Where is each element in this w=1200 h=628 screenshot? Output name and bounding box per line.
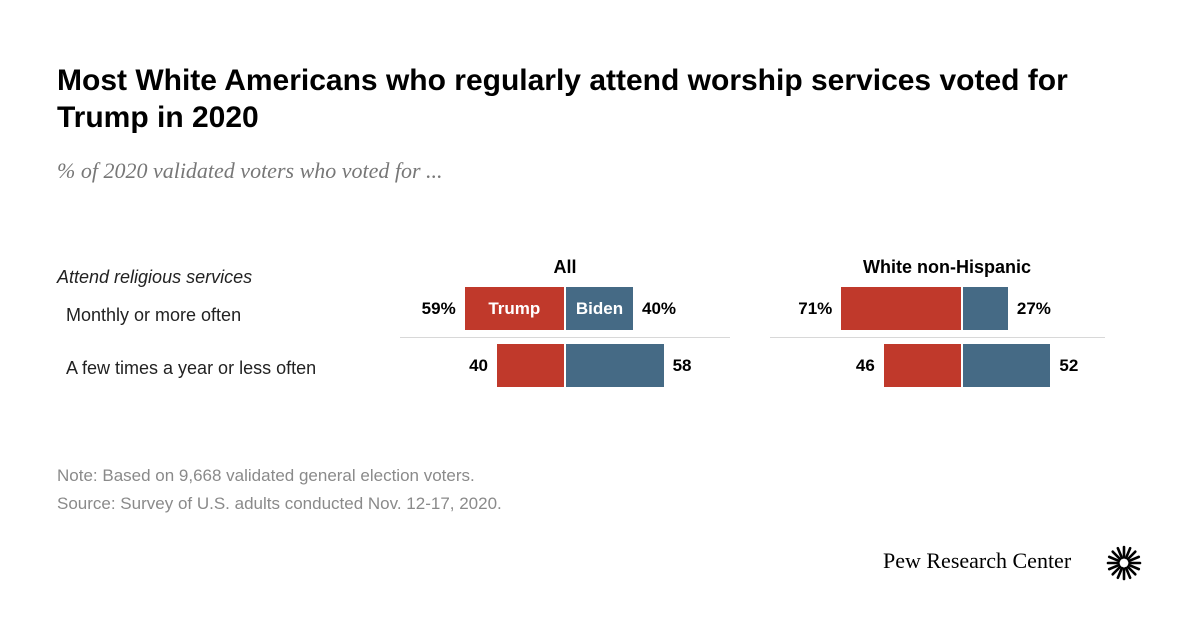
row-header: Attend religious services xyxy=(57,267,253,287)
bar-biden-all-row1: Biden xyxy=(565,287,633,330)
value-label-biden-white-non-hispanic-row2: 52 xyxy=(1059,356,1079,375)
chart-title: Most White Americans who regularly atten… xyxy=(57,64,1068,134)
panel-title-all: All xyxy=(553,257,577,277)
logo-ray xyxy=(1126,550,1137,561)
panel-title-white-non-hispanic: White non-Hispanic xyxy=(863,257,1031,277)
row-label-few-times: A few times a year or less often xyxy=(66,358,317,378)
logo-ray xyxy=(1111,565,1122,576)
logo-ray xyxy=(1126,565,1137,576)
logo-ray xyxy=(1107,555,1121,563)
logo-ray xyxy=(1127,555,1141,563)
divider-all xyxy=(400,337,730,338)
bar-trump-all-row1: Trump xyxy=(464,287,565,330)
logo-text: Pew Research Center xyxy=(883,548,1072,573)
value-label-biden-white-non-hispanic-row1: 27% xyxy=(1016,299,1051,318)
bar-biden-white-non-hispanic-row1 xyxy=(962,287,1008,330)
row-label-monthly: Monthly or more often xyxy=(66,305,242,325)
value-label-biden-all-row1: 40% xyxy=(642,299,677,318)
logo-ray xyxy=(1111,550,1122,561)
value-label-biden-all-row2: 58 xyxy=(672,356,692,375)
logo-ray xyxy=(1127,563,1141,571)
logo-ray xyxy=(1124,546,1132,560)
chart-subtitle: % of 2020 validated voters who voted for… xyxy=(57,158,443,183)
logo-ray xyxy=(1124,566,1132,580)
divider-white xyxy=(770,337,1105,338)
value-label-trump-all-row2: 40 xyxy=(469,356,488,375)
bar-trump-all-row2 xyxy=(497,344,565,387)
bar-biden-all-row2 xyxy=(565,344,664,387)
value-label-trump-all-row1: 59% xyxy=(421,299,456,318)
note-text: Note: Based on 9,668 validated general e… xyxy=(57,466,475,485)
value-label-trump-white-non-hispanic-row2: 46 xyxy=(855,356,875,375)
logo-ray xyxy=(1116,546,1124,560)
logo-ray xyxy=(1107,563,1121,571)
bar-trump-white-non-hispanic-row2 xyxy=(883,344,962,387)
pew-logo-icon xyxy=(1106,545,1142,581)
bar-trump-white-non-hispanic-row1 xyxy=(841,287,962,330)
source-text: Source: Survey of U.S. adults conducted … xyxy=(57,494,502,513)
value-label-trump-white-non-hispanic-row1: 71% xyxy=(798,299,833,318)
logo-ray xyxy=(1116,566,1124,580)
bar-biden-white-non-hispanic-row2 xyxy=(962,344,1051,387)
